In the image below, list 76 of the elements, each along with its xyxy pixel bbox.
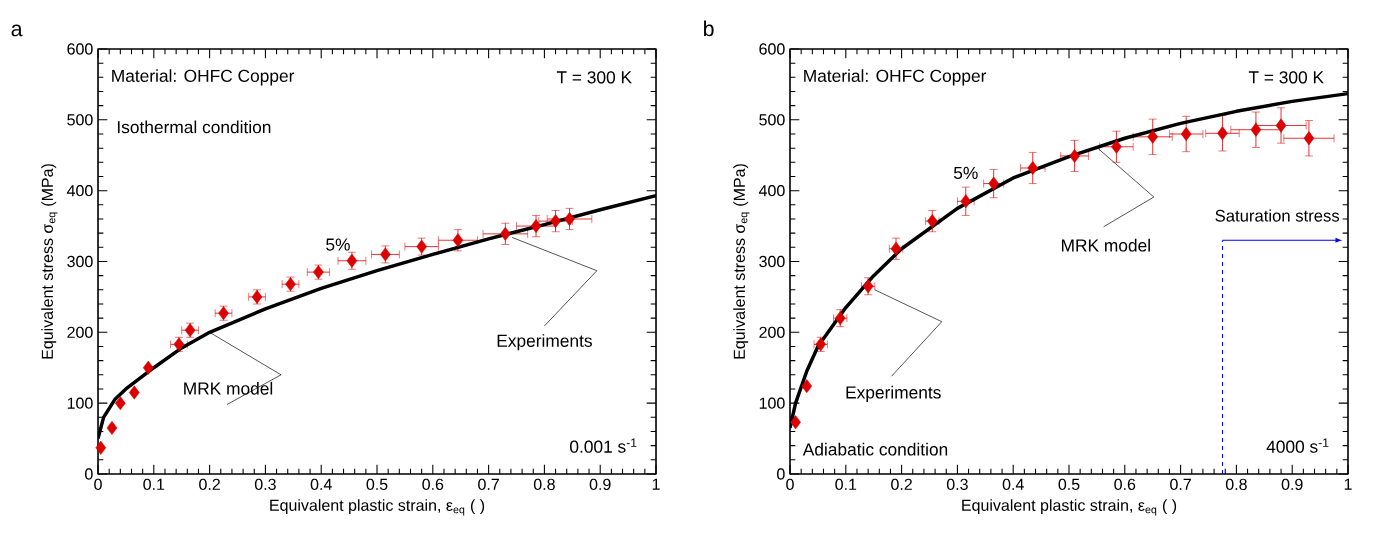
chart-title: a: [11, 24, 23, 37]
x-tick-label: 0.5: [366, 478, 388, 491]
point: [95, 440, 107, 455]
annotation: 4000 s$^{-1}$: [1266, 438, 1329, 453]
annotation: MRK model: [184, 381, 273, 395]
point: [106, 421, 118, 435]
x-tick-label: 0.2: [891, 478, 912, 491]
x-tick-label: 0.9: [1281, 478, 1303, 491]
x-tick-label: 0.8: [533, 478, 555, 491]
x-axis-title: Equivalent plastic strain, ε$_{eq}$ ( ): [962, 499, 1177, 516]
y-tick-label: 300: [759, 255, 785, 268]
ref-line-label: Saturation stress: [1215, 209, 1340, 222]
y-tick-label: 200: [759, 326, 785, 338]
point: [142, 360, 154, 375]
point: [801, 379, 813, 394]
x-tick-label: 0.3: [254, 478, 276, 491]
x-tick-label: 0: [786, 478, 794, 491]
x-tick-label: 0.4: [310, 478, 332, 491]
point: [790, 415, 801, 430]
x-tick-label: 1: [652, 478, 660, 490]
annotation: 0.001 s$^{-1}$: [570, 438, 637, 453]
point: [1069, 149, 1080, 163]
y-tick-label: 500: [67, 114, 93, 126]
point: [1180, 127, 1192, 141]
annotation: Experiments: [846, 385, 941, 403]
y-tick-label: 500: [759, 114, 785, 126]
y-tick-label: 600: [759, 43, 785, 55]
point: [452, 233, 464, 248]
annotation: 5%: [953, 166, 978, 180]
point: [129, 385, 140, 400]
x-tick-label: 0.7: [1170, 478, 1191, 491]
annotation: Isothermal condition: [117, 120, 271, 134]
annotation: T = 300 K: [556, 71, 632, 84]
x-tick-label: 0.6: [1114, 478, 1136, 491]
point: [500, 226, 511, 241]
point: [115, 396, 126, 411]
point: [530, 219, 542, 234]
point: [1111, 139, 1122, 154]
x-tick-label: 0.8: [1225, 478, 1247, 491]
annotation: MRK model: [1061, 238, 1150, 252]
x-tick-label: 0.6: [422, 478, 444, 491]
y-axis-title: Equivalent stress σ$_{eq}$ (MPa): [733, 164, 750, 359]
x-tick-label: 1: [1344, 478, 1352, 490]
point: [988, 176, 999, 191]
y-tick-label: 0: [85, 468, 93, 480]
y-tick-label: 300: [67, 255, 93, 268]
x-tick-label: 0.1: [835, 478, 857, 491]
point: [564, 212, 575, 226]
y-tick-label: 0: [777, 468, 785, 480]
y-axis-title: Equivalent stress σ$_{eq}$ (MPa): [41, 164, 58, 359]
x-tick-label: 0.9: [589, 478, 611, 491]
y-tick-label: 100: [67, 397, 93, 409]
point: [1303, 131, 1315, 146]
x-tick-label: 0.3: [946, 478, 968, 491]
point: [1027, 161, 1038, 175]
x-tick-label: 0: [94, 478, 102, 491]
x-tick-label: 0.1: [143, 478, 165, 491]
annotation: T = 300 K: [1248, 71, 1324, 84]
chart-title: b: [704, 20, 714, 37]
x-tick-label: 0.7: [478, 478, 499, 491]
y-tick-label: 100: [759, 397, 785, 409]
x-tick-label: 0.5: [1058, 478, 1080, 491]
annotation: 5%: [326, 238, 350, 251]
annotation: Experiments: [497, 334, 592, 351]
point: [1147, 129, 1158, 144]
y-tick-label: 400: [66, 185, 93, 197]
annotation: Material: OHFC Copper: [112, 69, 295, 86]
annotation: Material: OHFC Copper: [804, 69, 987, 86]
y-tick-label: 600: [67, 43, 93, 55]
x-tick-label: 0.4: [1002, 478, 1024, 491]
point: [1217, 126, 1228, 141]
annotation: Adiabatic condition: [802, 442, 948, 456]
x-tick-label: 0.2: [199, 478, 220, 491]
y-tick-label: 200: [67, 326, 93, 338]
y-tick-label: 400: [758, 185, 785, 197]
x-axis-title: Equivalent plastic strain, ε$_{eq}$ ( ): [270, 499, 485, 516]
